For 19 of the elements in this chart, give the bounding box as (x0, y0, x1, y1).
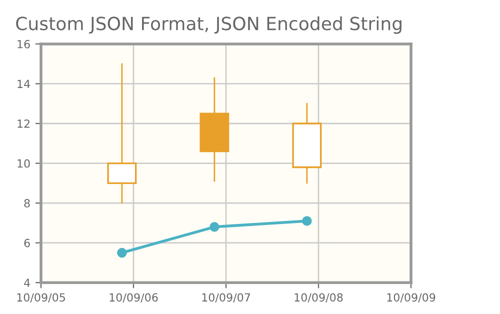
candlestick (292, 102, 322, 184)
x-tick-label: 10/09/08 (294, 293, 343, 302)
candlestick (200, 77, 230, 182)
chart-title: Custom JSON Format, JSON Encoded String (16, 16, 402, 34)
x-tick-label: 10/09/06 (110, 293, 158, 302)
y-tick-label: 4 (24, 278, 30, 287)
x-tick-label: 10/09/07 (202, 293, 250, 302)
point (117, 248, 127, 258)
x-tick-label: 10/09/05 (17, 293, 65, 302)
candlestick (107, 63, 137, 204)
y-tick-label: 14 (18, 80, 30, 88)
point (302, 216, 312, 226)
y-tick-label: 8 (24, 199, 30, 208)
y-tick-label: 6 (24, 238, 30, 248)
y-tick-label: 10 (18, 159, 30, 168)
y-tick-label: 16 (18, 40, 30, 48)
x-tick-label: 10/09/09 (387, 293, 436, 302)
y-tick-label: 12 (18, 119, 30, 128)
point (210, 222, 220, 232)
